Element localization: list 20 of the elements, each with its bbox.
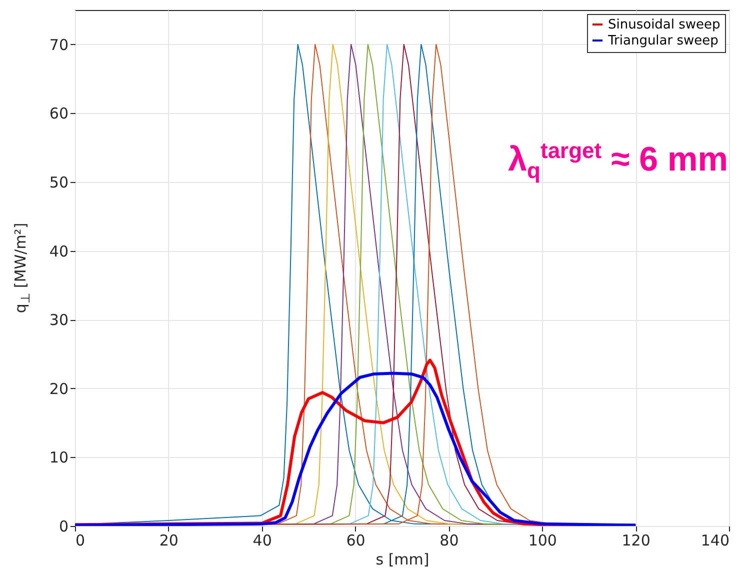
y-tick-label: 30 <box>49 311 68 330</box>
x-tick-label: 120 <box>622 532 650 550</box>
x-tick-label: 0 <box>76 532 86 550</box>
y-tick-label: 0 <box>58 518 68 536</box>
x-tick-label: 80 <box>440 532 459 550</box>
y-tick-label: 50 <box>49 174 68 192</box>
x-tick-label: 140 <box>700 532 730 550</box>
x-tick-label: 40 <box>252 532 272 550</box>
x-tick-label: 100 <box>528 532 557 550</box>
y-tick-label: 10 <box>49 448 68 467</box>
x-tick-label: 20 <box>159 532 178 550</box>
annotation: λ$_{q}$$^{target}$ ≈ 6 mm <box>508 138 728 184</box>
legend-label: Triangular sweep <box>607 34 718 48</box>
y-tick-label: 60 <box>49 104 68 123</box>
legend-label: Sinusoidal sweep <box>608 18 720 32</box>
y-tick-label: 70 <box>49 36 68 54</box>
y-tick-label: 20 <box>49 380 68 398</box>
x-tick-label: 60 <box>346 532 366 550</box>
y-tick-label: 40 <box>49 242 68 260</box>
x-axis-title: s [mm] <box>376 550 430 568</box>
